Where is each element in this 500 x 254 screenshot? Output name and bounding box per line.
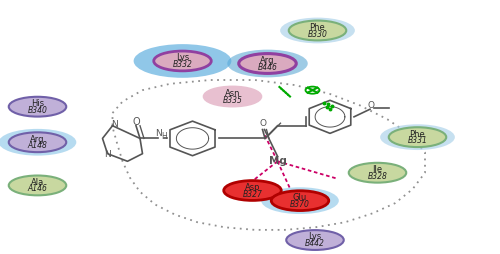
Text: Lys: Lys (176, 53, 189, 62)
Text: N: N (104, 150, 111, 160)
Text: Phe: Phe (410, 130, 426, 139)
Text: B446: B446 (258, 62, 278, 72)
Text: Phe: Phe (310, 23, 326, 32)
Text: O: O (368, 101, 374, 110)
Text: N: N (156, 129, 162, 138)
Text: Mg: Mg (268, 156, 286, 166)
Ellipse shape (224, 181, 281, 200)
Text: B332: B332 (172, 60, 193, 69)
Text: Asn: Asn (225, 89, 240, 98)
Text: O: O (132, 117, 140, 127)
Text: H: H (161, 132, 167, 141)
Ellipse shape (380, 124, 455, 150)
Text: O: O (259, 119, 266, 129)
Text: B327: B327 (242, 189, 262, 199)
Text: Ile: Ile (372, 165, 382, 174)
Ellipse shape (289, 21, 346, 40)
Text: B335: B335 (222, 96, 242, 105)
Ellipse shape (9, 97, 66, 117)
Ellipse shape (0, 129, 76, 156)
Text: A146: A146 (28, 184, 48, 194)
Text: B331: B331 (408, 136, 428, 145)
Ellipse shape (280, 18, 355, 43)
Text: His: His (31, 99, 44, 108)
Text: A148: A148 (28, 141, 48, 150)
Text: Ala: Ala (31, 178, 44, 187)
Ellipse shape (227, 50, 308, 77)
Ellipse shape (204, 87, 261, 106)
Text: Asp: Asp (245, 183, 260, 192)
Text: B328: B328 (368, 172, 388, 181)
Text: B370: B370 (290, 200, 310, 209)
Text: B330: B330 (308, 29, 328, 39)
Text: Glu: Glu (293, 193, 307, 202)
Ellipse shape (261, 187, 339, 214)
Ellipse shape (349, 163, 406, 183)
Text: N: N (112, 120, 118, 130)
Text: Arg: Arg (260, 56, 275, 65)
Ellipse shape (286, 230, 344, 250)
Ellipse shape (389, 127, 446, 147)
Ellipse shape (9, 132, 66, 152)
Text: B340: B340 (28, 106, 48, 115)
Ellipse shape (239, 54, 296, 73)
Ellipse shape (271, 191, 329, 211)
Ellipse shape (134, 44, 232, 78)
Ellipse shape (154, 51, 211, 71)
Text: Arg: Arg (30, 135, 45, 144)
Text: Lys: Lys (308, 232, 322, 242)
Ellipse shape (9, 176, 66, 195)
Text: B442: B442 (305, 239, 325, 248)
